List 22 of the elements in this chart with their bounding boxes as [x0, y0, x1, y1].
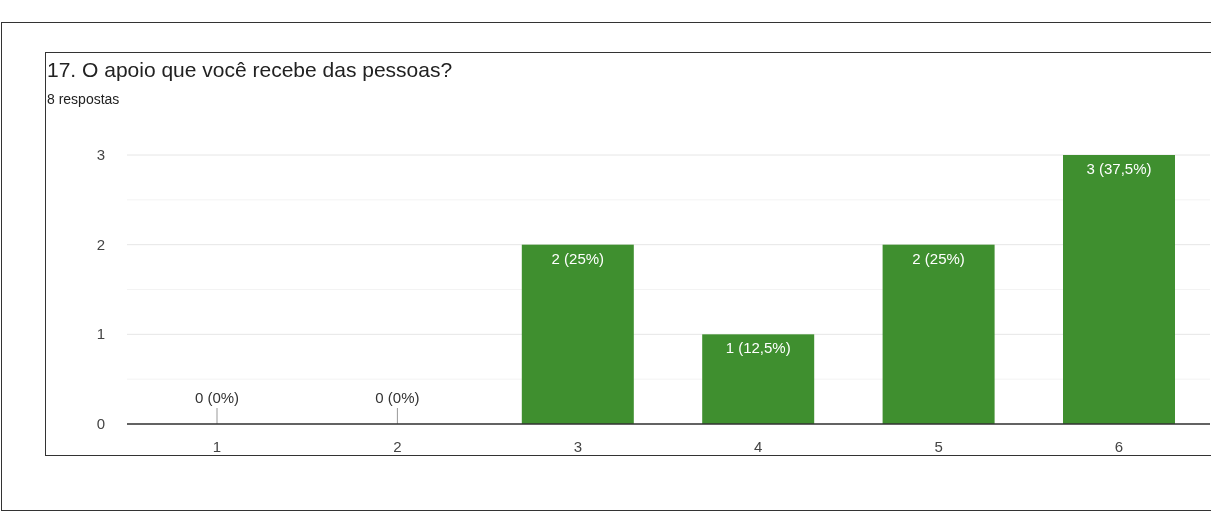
- x-tick-label: 6: [1114, 438, 1124, 455]
- x-tick-label: 3: [573, 438, 582, 455]
- y-tick-label: 0: [96, 415, 105, 432]
- data-label: 2 (25%): [912, 249, 965, 267]
- data-label: 1 (12,5%): [725, 339, 791, 357]
- bar: [1063, 155, 1175, 424]
- data-label: 2 (25%): [551, 249, 605, 267]
- x-tick-label: 2: [393, 438, 402, 455]
- bar: [702, 334, 815, 424]
- x-tick-label: 1: [212, 438, 222, 455]
- x-tick-label: 5: [934, 438, 943, 455]
- y-tick-label: 2: [96, 235, 105, 253]
- bar: [521, 244, 634, 424]
- y-tick-label: 1: [96, 325, 105, 343]
- chart-title: 17. O apoio que você recebe das pessoas?: [47, 58, 453, 81]
- data-label: 0 (0%): [375, 389, 420, 406]
- chart-subtitle: 8 respostas: [47, 91, 120, 107]
- data-label: 0 (0%): [194, 389, 240, 406]
- bar: [882, 244, 995, 424]
- data-label: 3 (37,5%): [1086, 160, 1152, 177]
- x-tick-label: 4: [754, 438, 763, 455]
- y-tick-label: 3: [96, 146, 105, 163]
